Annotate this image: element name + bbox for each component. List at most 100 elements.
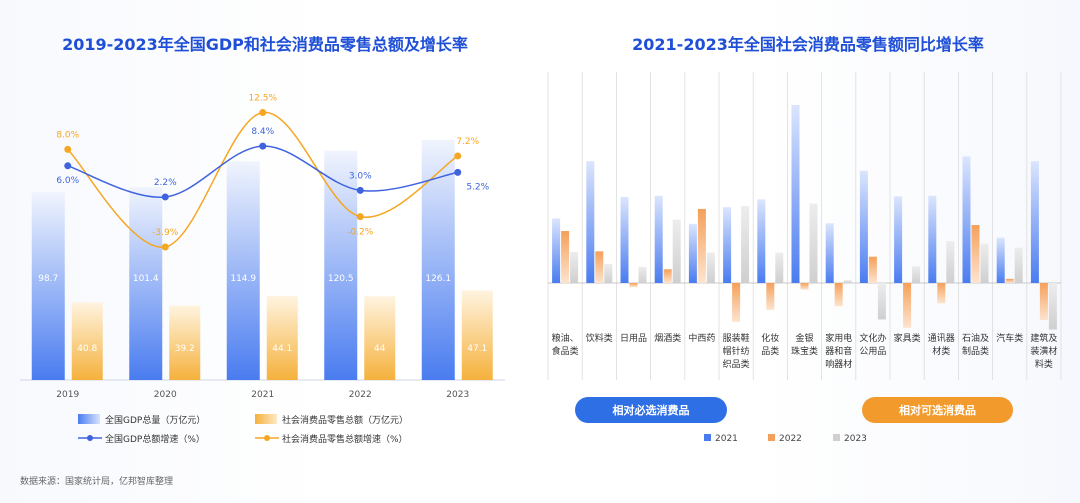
growth-bar-2022	[697, 208, 706, 283]
growth-bar-2021	[757, 199, 766, 283]
retail-growth-label: -3.9%	[152, 228, 179, 238]
retail-growth-label: 8.0%	[56, 130, 79, 140]
retail-bar-label: 40.8	[77, 344, 97, 354]
legend-label: 社会消费品零售总额增速（%）	[282, 433, 408, 445]
growth-bar-2022	[937, 283, 946, 304]
growth-bar-2023	[604, 263, 613, 283]
gdp-bar	[226, 161, 260, 380]
growth-bar-2021	[620, 196, 629, 283]
category-label: 家用电	[825, 332, 852, 344]
growth-bar-2022	[629, 283, 638, 288]
growth-bar-2022	[561, 231, 570, 283]
category-label: 公用品	[859, 346, 886, 357]
growth-bar-2022	[1005, 278, 1014, 283]
retail-growth-point	[356, 213, 364, 221]
retail-growth-point	[161, 243, 169, 251]
x-tick-label: 2023	[446, 390, 469, 400]
retail-bar-label: 44	[374, 344, 386, 354]
growth-bar-2022	[663, 269, 672, 283]
retail-bar-label: 39.2	[175, 344, 195, 354]
legend-label: 2021	[715, 434, 738, 444]
category-label: 汽车类	[996, 332, 1023, 344]
growth-bar-2023	[980, 243, 989, 283]
category-label: 料类	[1035, 358, 1053, 370]
growth-bar-2021	[928, 195, 937, 283]
retail-bar	[169, 305, 201, 380]
gdp-growth-label: 8.4%	[251, 127, 274, 137]
legend-label: 全国GDP总量（万亿元）	[105, 414, 205, 426]
retail-bar-label: 47.1	[467, 344, 487, 354]
growth-bar-2021	[894, 196, 903, 283]
category-label: 金银	[795, 332, 813, 344]
growth-bar-2022	[834, 283, 843, 307]
growth-bar-2022	[868, 256, 877, 283]
gdp-bar-label: 114.9	[230, 274, 256, 284]
growth-bar-2023	[1048, 283, 1057, 330]
gdp-growth-label: 2.2%	[154, 178, 177, 188]
retail-bar-label: 44.1	[272, 344, 292, 354]
category-label: 饮料类	[586, 332, 613, 344]
category-label: 珠宝类	[791, 345, 818, 357]
growth-bar-2021	[1030, 161, 1039, 283]
x-tick-label: 2021	[251, 390, 274, 400]
group-pill-label: 相对可选消费品	[899, 403, 976, 417]
category-label: 品类	[761, 345, 779, 357]
retail-bar	[461, 290, 493, 380]
category-label: 石油及	[962, 332, 989, 344]
category-label: 装潢材	[1030, 345, 1057, 357]
gdp-bar	[129, 187, 163, 380]
growth-bar-2021	[552, 218, 561, 283]
group-pill-label: 相对必选消费品	[613, 403, 690, 417]
gdp-bar	[421, 140, 455, 380]
category-label: 帽针纺	[723, 345, 750, 357]
legend-swatch	[768, 434, 775, 441]
growth-bar-2023	[672, 219, 681, 283]
growth-bar-2023	[638, 266, 647, 283]
legend-label: 社会消费品零售总额（万亿元）	[282, 414, 408, 426]
gdp-growth-point	[161, 193, 169, 201]
category-label: 日用品	[620, 333, 647, 344]
category-label: 化妆	[761, 332, 779, 344]
retail-growth-label: -0.2%	[347, 228, 374, 238]
retail-growth-label: 12.5%	[248, 94, 277, 104]
category-label: 家具类	[894, 332, 921, 344]
gdp-growth-point	[454, 168, 462, 176]
retail-bar	[364, 296, 396, 380]
retail-growth-point	[454, 152, 462, 160]
category-label: 建筑及	[1030, 332, 1057, 344]
growth-bar-2023	[706, 252, 715, 283]
left-chart-title: 2019-2023年全国GDP和社会消费品零售总额及增长率	[62, 35, 468, 54]
gdp-bar-label: 98.7	[38, 274, 58, 284]
growth-bar-2023	[741, 205, 750, 283]
growth-bar-2022	[800, 283, 809, 290]
growth-bar-2021	[586, 161, 595, 283]
gdp-growth-point	[356, 186, 364, 194]
legend-swatch-dot	[264, 435, 270, 441]
growth-bar-2023	[1014, 247, 1023, 283]
retail-bar	[266, 296, 298, 380]
legend-swatch	[833, 434, 840, 441]
retail-bar	[71, 302, 103, 380]
legend-swatch-dot	[87, 435, 93, 441]
category-label: 响器材	[825, 358, 852, 370]
category-label: 中西药	[688, 332, 715, 344]
x-tick-label: 2022	[349, 390, 372, 400]
growth-bar-2022	[971, 225, 980, 283]
growth-bar-2021	[825, 223, 834, 283]
growth-bar-2021	[723, 207, 732, 283]
growth-bar-2022	[903, 283, 912, 328]
category-label: 通讯器	[928, 333, 955, 344]
retail-growth-point	[259, 109, 267, 116]
category-label: 食品类	[552, 345, 579, 357]
growth-bar-2021	[996, 237, 1005, 283]
category-label: 织品类	[723, 358, 750, 370]
category-label: 服装鞋	[723, 332, 750, 344]
x-tick-label: 2020	[154, 390, 177, 400]
right-chart-title: 2021-2023年全国社会消费品零售额同比增长率	[632, 35, 984, 54]
category-label: 制品类	[962, 345, 989, 357]
category-label: 烟酒类	[654, 332, 681, 344]
gdp-growth-point	[259, 142, 267, 150]
